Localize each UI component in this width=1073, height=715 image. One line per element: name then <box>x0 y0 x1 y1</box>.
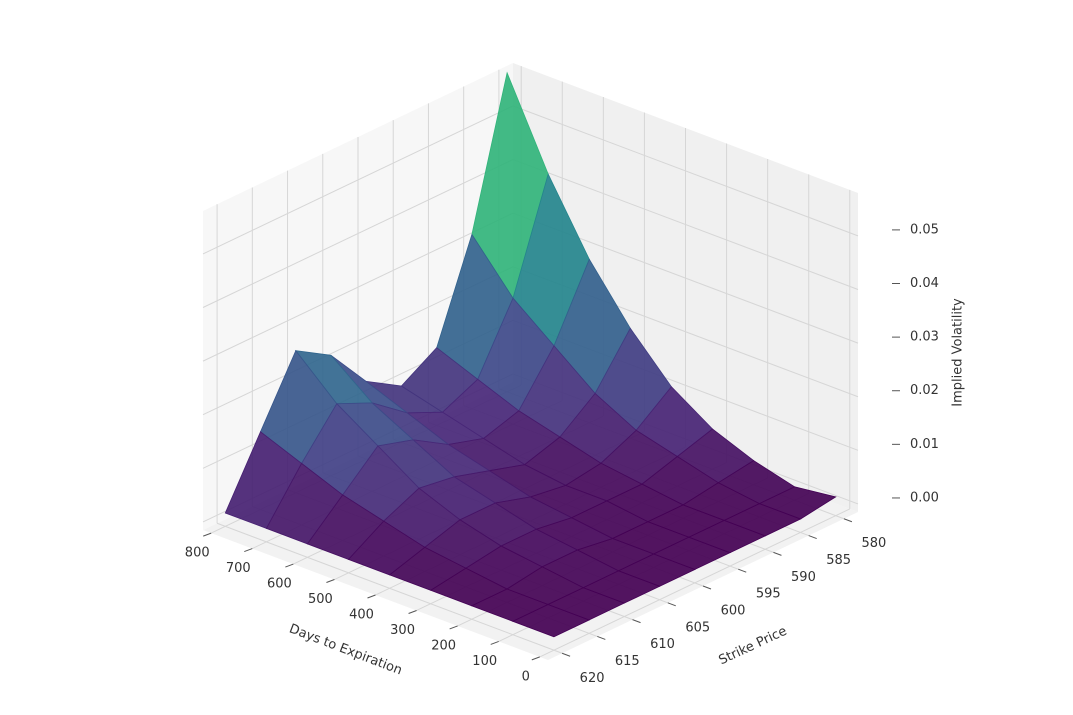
y-tick <box>773 551 782 556</box>
x-tick <box>449 625 458 630</box>
y-tick <box>561 652 571 657</box>
y-tick-label: 585 <box>826 553 851 568</box>
z-tick-label: 0.03 <box>910 330 939 345</box>
x-tick <box>408 610 417 614</box>
y-tick <box>667 602 676 607</box>
x-tick <box>203 532 212 537</box>
x-tick-label: 800 <box>185 546 210 561</box>
x-tick-label: 400 <box>349 608 374 623</box>
y-tick-label: 595 <box>756 587 781 602</box>
y-tick <box>808 535 817 540</box>
y-tick <box>632 619 641 624</box>
grid-line <box>216 522 563 654</box>
y-tick-label: 615 <box>615 654 640 669</box>
y-tick-label: 600 <box>721 604 746 619</box>
y-tick-label: 580 <box>861 536 886 551</box>
z-tick-label: 0.02 <box>910 383 939 398</box>
x-tick-label: 200 <box>431 638 456 653</box>
z-tick-label: 0.01 <box>910 437 939 452</box>
y-tick-label: 590 <box>791 570 816 585</box>
x-tick <box>490 640 499 645</box>
x-tick-label: 300 <box>390 623 415 638</box>
x-tick-label: 700 <box>226 561 251 576</box>
grid-line <box>512 105 859 237</box>
y-tick-label: 620 <box>580 671 605 686</box>
z-axis-title: Implied Volatility <box>951 298 966 407</box>
x-tick <box>531 656 540 661</box>
x-tick-label: 100 <box>472 654 497 669</box>
y-tick-label: 610 <box>650 637 675 652</box>
y-tick <box>843 518 853 523</box>
surface-cell <box>511 604 591 638</box>
y-tick <box>738 568 747 573</box>
y-tick <box>597 635 606 640</box>
x-tick <box>326 579 335 583</box>
surface <box>224 71 837 638</box>
x-tick-label: 0 <box>522 669 530 684</box>
grid-line <box>202 105 514 255</box>
x-axis-title: Days to Expiration <box>287 622 404 679</box>
y-tick-label: 605 <box>685 620 710 635</box>
x-tick <box>285 563 294 568</box>
grid-line <box>202 212 514 362</box>
z-tick-label: 0.00 <box>910 490 939 505</box>
x-tick <box>244 548 253 553</box>
x-tick <box>367 594 376 599</box>
z-tick-label: 0.05 <box>910 222 939 237</box>
x-tick-label: 500 <box>308 592 333 607</box>
z-tick-label: 0.04 <box>910 276 939 291</box>
x-tick-label: 600 <box>267 577 292 592</box>
y-tick <box>702 585 712 590</box>
grid-line <box>512 159 859 290</box>
grid-line <box>202 159 514 308</box>
y-axis-title: Strike Price <box>717 624 790 669</box>
